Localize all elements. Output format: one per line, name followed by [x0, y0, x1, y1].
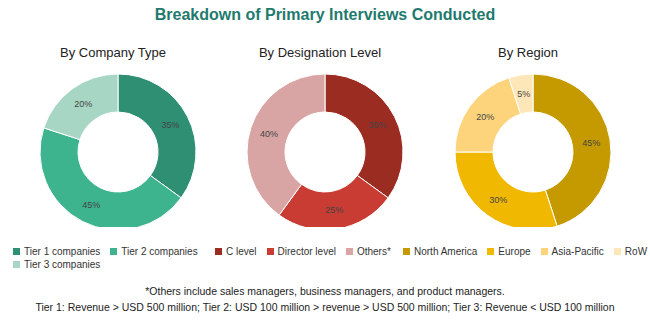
html-text:*Others include sales managers: *Others include sales managers, business…: [145, 285, 505, 297]
svg-text:45%: 45%: [582, 138, 600, 148]
svg-text:40%: 40%: [260, 129, 278, 139]
svg-text:20%: 20%: [476, 112, 494, 122]
html-text:By Region: By Region: [498, 45, 558, 60]
svg-text:35%: 35%: [162, 120, 180, 130]
html-text:Tier 1 companies: Tier 1 companies: [24, 246, 101, 257]
html-text:Tier 3 companies: Tier 3 companies: [24, 259, 101, 270]
html-text:C level: C level: [226, 246, 257, 257]
html-text:Asia-Pacific: Asia-Pacific: [551, 246, 604, 257]
html-text:Tier 1: Revenue > USD 500 mill: Tier 1: Revenue > USD 500 million; Tier …: [35, 301, 615, 313]
svg-text:30%: 30%: [489, 195, 507, 205]
html-text:Director level: Director level: [277, 246, 336, 257]
html-text:By Company Type: By Company Type: [60, 45, 166, 60]
svg-text:45%: 45%: [82, 200, 100, 210]
html-text:Europe: Europe: [498, 246, 531, 257]
html-text:North America: North America: [414, 246, 478, 257]
html-text:By Designation Level: By Designation Level: [258, 45, 382, 60]
html-text:RoW: RoW: [624, 246, 648, 257]
html-text:Breakdown of Primary Interview: Breakdown of Primary Interviews Conducte…: [154, 6, 496, 23]
svg-text:35%: 35%: [369, 120, 387, 130]
svg-text:20%: 20%: [74, 99, 92, 109]
html-text:Others*: Others*: [356, 246, 391, 257]
svg-text:25%: 25%: [325, 205, 343, 215]
html-text:Tier 2 companies: Tier 2 companies: [121, 246, 198, 257]
svg-text:5%: 5%: [517, 89, 530, 99]
